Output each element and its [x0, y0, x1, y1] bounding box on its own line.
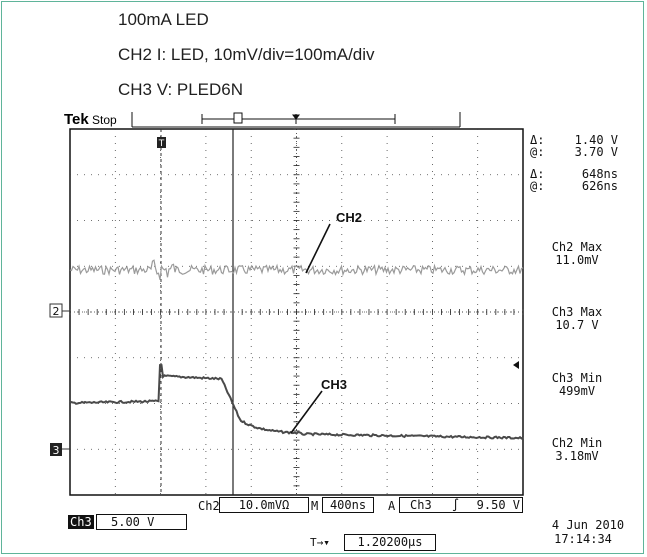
v-at-value: 3.70 V [574, 145, 618, 159]
t-at-value: 626ns [581, 179, 618, 193]
ch3-annotation-label: CH3 [321, 377, 347, 392]
trigger-label: A [388, 499, 396, 513]
measurement-2-label: Ch3 Max [551, 305, 603, 319]
time-readout: 17:14:34 [554, 532, 612, 546]
trigger-level: 9.50 V [476, 498, 520, 512]
ch2-annotation-line [305, 223, 331, 274]
ch2-trace [69, 259, 524, 280]
ch3-marker-label: 3 [53, 444, 60, 457]
ch2-annotation-label: CH2 [336, 210, 362, 225]
ch3-ground-marker[interactable] [50, 443, 62, 456]
trigger-channel: Ch3 [410, 498, 432, 512]
date-readout: 4 Jun 2010 [551, 518, 625, 532]
t-delta-value: 648ns [581, 167, 618, 181]
trigger-level-arrow-icon [513, 361, 519, 369]
v-delta-value: 1.40 V [574, 133, 618, 147]
caption-line-1: 100mA LED [118, 10, 209, 29]
measurement-3-label: Ch3 Min [551, 371, 603, 385]
trigger-position-icon: T→▾ [310, 536, 330, 549]
measurement-4-value: 3.18mV [555, 449, 599, 463]
measurement-1-label: Ch2 Max [551, 240, 603, 254]
measurement-1-value: 11.0mV [555, 253, 599, 267]
measurement-4-label: Ch2 Min [551, 436, 603, 450]
timebase-label: M [311, 499, 319, 513]
record-bar [131, 112, 461, 127]
trigger-readout[interactable]: Ch3 ∫ 9.50 V [399, 497, 523, 513]
ch2-scale-readout[interactable]: 10.0mVΩ [219, 497, 309, 513]
ch3-tag: Ch3 [68, 515, 94, 529]
ch3-annotation-line [290, 390, 323, 434]
caption-line-3: CH3 V: PLED6N [118, 80, 244, 99]
trigger-marker [157, 137, 166, 148]
trigger-marker-label: T [158, 139, 165, 149]
acquisition-state: Stop [92, 113, 117, 127]
v-delta-symbol: Δ: [530, 133, 545, 147]
v-at-symbol: @: [530, 145, 545, 159]
trigger-position-readout[interactable]: 1.20200µs [344, 534, 436, 551]
t-delta-symbol: Δ: [530, 167, 545, 181]
ch3-trace [69, 364, 524, 440]
tek-logo: Tek [64, 111, 89, 128]
ch2-scale-label: Ch2 [198, 499, 220, 513]
ch3-scale-readout[interactable]: 5.00 V [96, 514, 187, 530]
ch2-marker-label: 2 [53, 305, 60, 318]
trigger-slope-icon: ∫ [452, 498, 460, 512]
timebase-readout[interactable]: 400ns [322, 497, 374, 513]
measurement-2-value: 10.7 V [555, 318, 599, 332]
caption-line-2: CH2 I: LED, 10mV/div=100mA/div [118, 45, 375, 64]
t-at-symbol: @: [530, 179, 545, 193]
measurement-3-value: 499mV [558, 384, 596, 398]
